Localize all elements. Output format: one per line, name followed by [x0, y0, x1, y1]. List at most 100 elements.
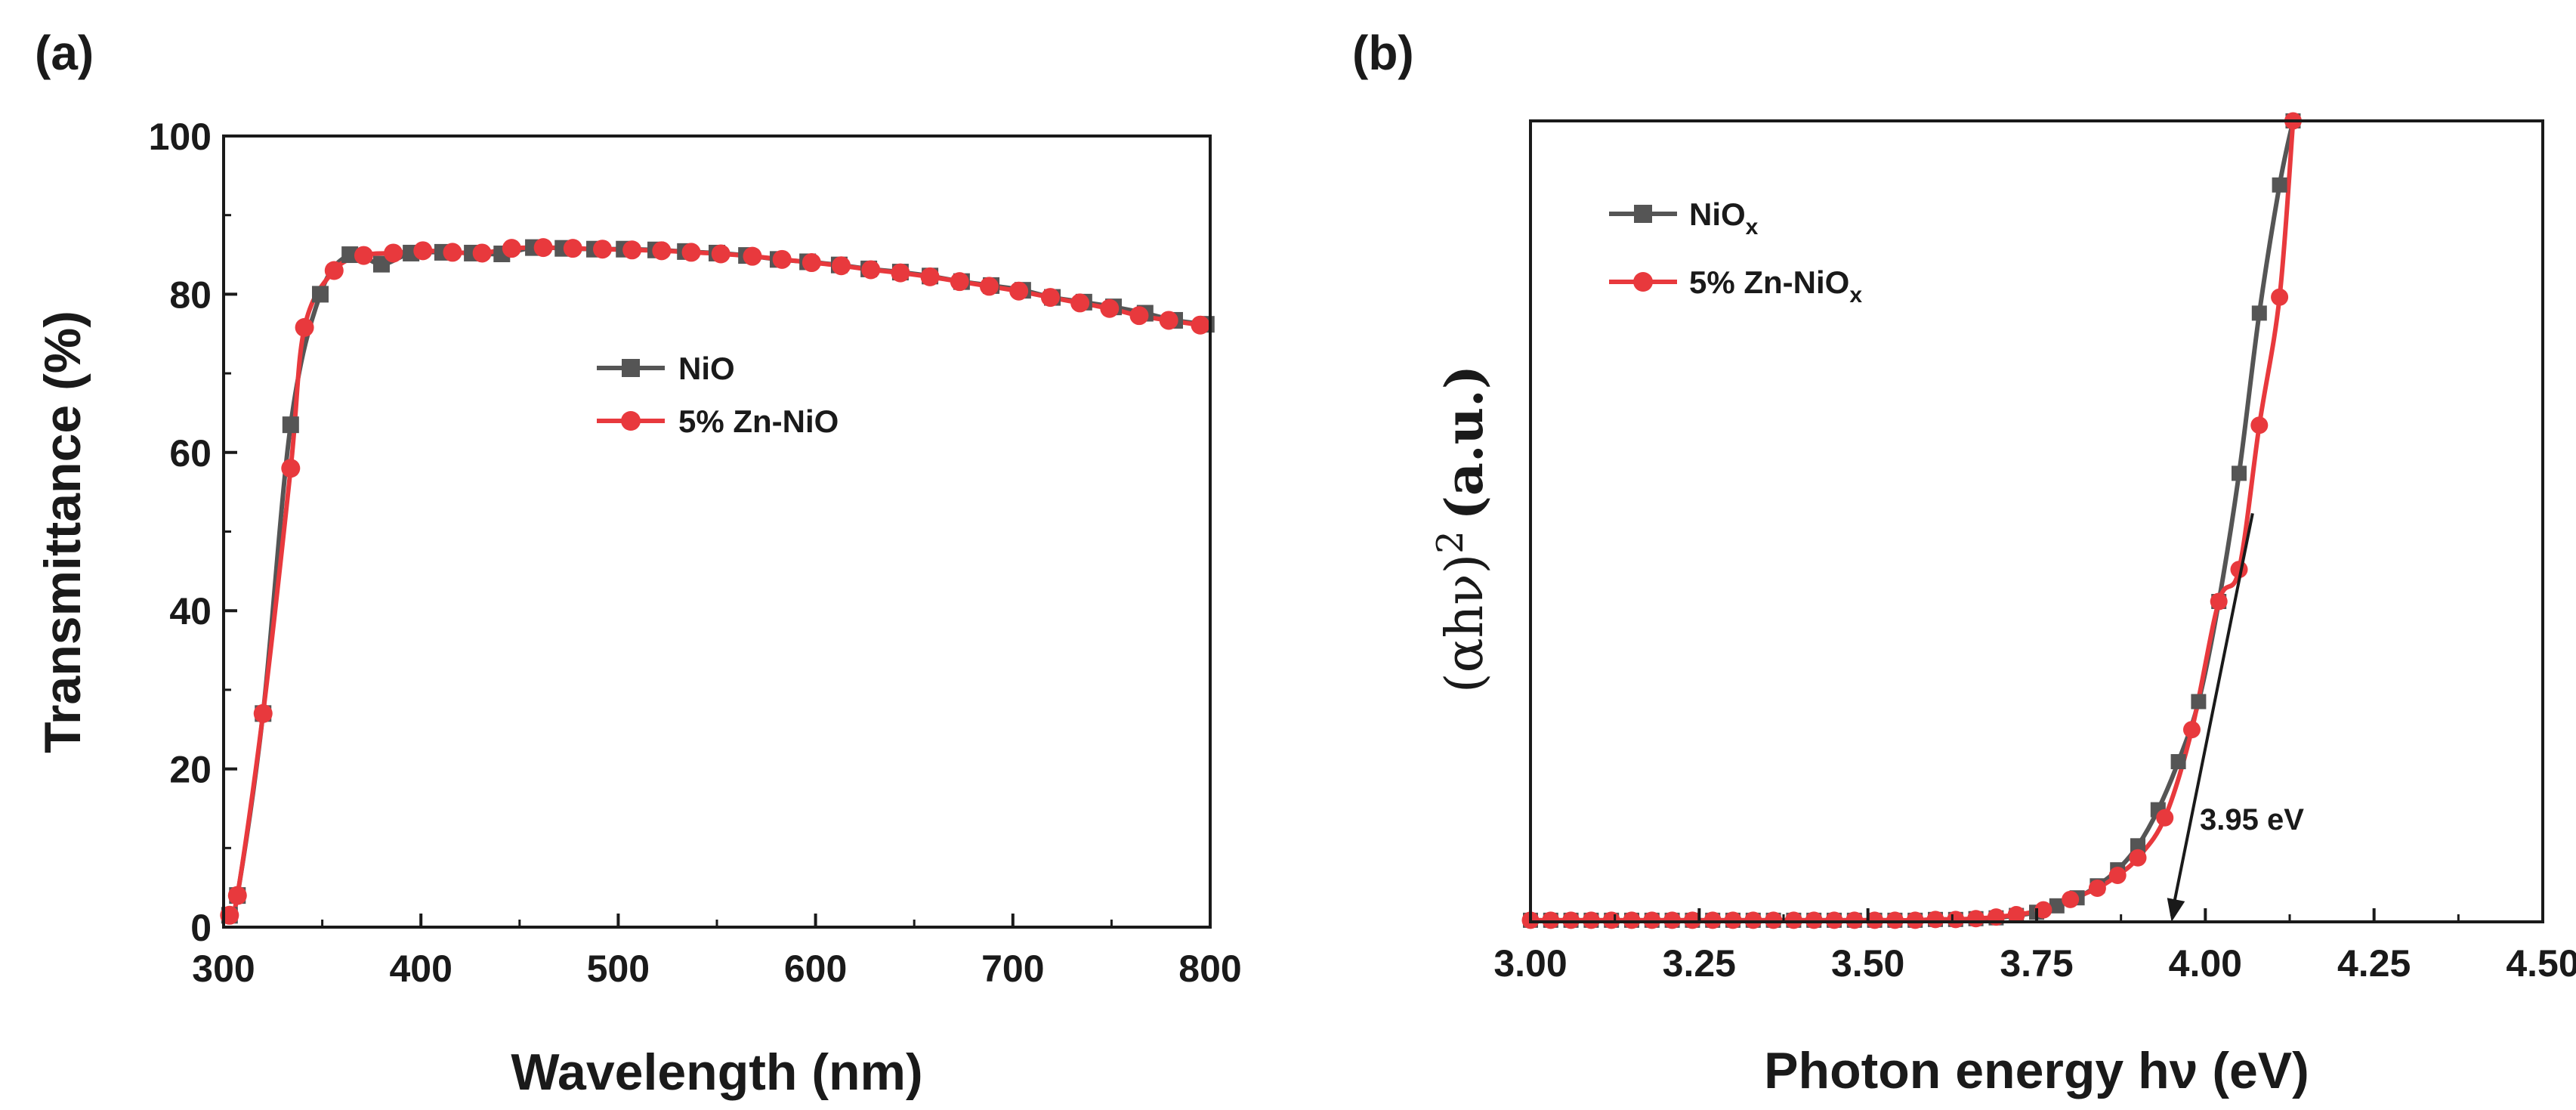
panel-b-legend-item-zn-niox: 5% Zn-NiOx [1609, 264, 1862, 308]
panel-a-point-s1-4 [295, 317, 314, 337]
panel-b-point-s1-27 [2088, 879, 2106, 897]
panel-a-point-s1-11 [502, 239, 521, 258]
panel-b-point-s1-19 [1906, 911, 1924, 929]
panel-a-x-tick-label-3: 600 [784, 948, 847, 990]
panel-a-y-tick-label-4: 80 [169, 274, 212, 316]
panel-a-y-tick-label-2: 40 [169, 590, 212, 632]
panel-b-legend: NiOx 5% Zn-NiOx [1609, 196, 1862, 308]
panel-b-point-s1-21 [1947, 911, 1965, 929]
panel-a-y-tick-label-0: 0 [190, 907, 212, 949]
panel-a-y-axis-title: Transmittance (%) [34, 311, 91, 753]
panel-a-point-s1-16 [652, 241, 672, 261]
panel-a-point-s1-8 [413, 241, 433, 261]
panel-a-point-s1-23 [861, 260, 881, 280]
panel-a-point-s1-9 [443, 243, 462, 262]
panel-a-point-s1-18 [711, 244, 730, 264]
panel-b-point-s1-9 [1703, 911, 1722, 929]
panel-b-legend-niox-sub: x [1746, 215, 1759, 240]
svg-text:NiOx: NiOx [1689, 196, 1759, 240]
panel-a-point-s1-6 [354, 246, 373, 265]
panel-b-point-s1-13 [1784, 911, 1802, 929]
panel-b-x-tick-label-3: 3.75 [2000, 942, 2073, 985]
panel-a-point-s1-19 [743, 246, 762, 266]
panel-b-point-s0-26 [2049, 898, 2065, 914]
panel-a-x-tick-label-1: 400 [389, 948, 452, 990]
panel-b-legend-zn-niox-base: 5% Zn-NiO [1689, 264, 1849, 300]
panel-b-tangent-line [2170, 513, 2254, 917]
panel-a-point-s1-5 [324, 261, 344, 280]
panel-a-legend-item-nio: NiO [597, 351, 735, 386]
panel-a-point-s1-3 [281, 459, 301, 478]
panel-b-point-s1-29 [2129, 849, 2147, 867]
panel-a-x-axis-title: Wavelength (nm) [511, 1044, 922, 1101]
panel-b-point-s0-33 [2191, 694, 2207, 710]
panel-a-x-tick-label-5: 800 [1178, 948, 1241, 990]
panel-b-point-s1-7 [1663, 911, 1682, 929]
panel-a-legend-item-zn-nio: 5% Zn-NiO [597, 403, 839, 439]
panel-a-point-s1-31 [1100, 298, 1120, 318]
panel-b-arrowhead [2167, 898, 2185, 922]
panel-b: (b) 3.00 3.25 3.50 3.75 4.00 4.25 4.50 Photon … [1352, 26, 2576, 1099]
panel-a-point-s1-26 [950, 272, 969, 292]
panel-b-x-tick-label-5: 4.25 [2337, 942, 2411, 985]
panel-a-point-s1-21 [802, 253, 821, 273]
panel-b-point-s1-34 [2250, 416, 2269, 434]
panel-a-point-s1-29 [1040, 288, 1060, 308]
panel-b-point-s0-30 [2130, 838, 2145, 854]
panel-b-point-s1-17 [1866, 911, 1884, 929]
panel-b-point-s0-37 [2272, 177, 2287, 193]
panel-a-point-s1-2 [253, 703, 273, 723]
panel-b-x-axis-title: Photon energy hν (eV) [1764, 1042, 2309, 1099]
panel-b-y-title-unit: (a.u.) [1435, 365, 1495, 520]
panel-b-x-tick-label-1: 3.25 [1663, 942, 1736, 985]
panel-a-x-tick-label-0: 300 [192, 948, 255, 990]
panel-b-point-s1-28 [2108, 867, 2127, 885]
panel-a-label: (a) [35, 26, 94, 80]
panel-a: (a) 300 400 500 600 700 800 0 20 40 60 80 100 Wavel… [34, 26, 1242, 1101]
panel-b-point-s0-35 [2232, 465, 2247, 481]
panel-b-point-s1-24 [2007, 905, 2025, 923]
panel-b-legend-niox-base: NiO [1689, 196, 1746, 232]
panel-a-point-s0-5 [341, 246, 359, 264]
svg-text:(αhν)2(a.u.): (αhν)2 (a.u.) [1429, 365, 1495, 693]
panel-b-point-s1-32 [2210, 592, 2228, 611]
panel-b-point-s1-20 [1926, 911, 1944, 929]
panel-b-legend-item-niox: NiOx [1609, 196, 1759, 240]
panel-a-x-tick-label-2: 500 [587, 948, 650, 990]
panel-a-x-tick-label-4: 700 [981, 948, 1044, 990]
panel-a-point-s1-22 [832, 256, 851, 276]
panel-b-point-s1-31 [2182, 721, 2201, 739]
panel-a-point-s1-20 [772, 249, 792, 269]
panel-b-point-s1-25 [2034, 901, 2052, 919]
panel-b-y-title-sup: 2 [1429, 530, 1472, 554]
panel-b-point-s1-4 [1602, 911, 1620, 929]
panel-a-series-line-0 [227, 245, 1207, 920]
panel-a-point-s1-1 [227, 886, 247, 905]
panel-a-point-s1-24 [891, 263, 910, 283]
panel-b-point-s1-11 [1744, 911, 1762, 929]
panel-b-point-s1-12 [1765, 911, 1783, 929]
panel-a-point-s1-34 [1191, 315, 1210, 335]
panel-a-point-s1-15 [622, 240, 642, 260]
panel-a-legend-nio-label: NiO [678, 351, 735, 386]
panel-a-point-s1-13 [563, 239, 582, 258]
panel-a-legend-zn-nio-label: 5% Zn-NiO [678, 403, 839, 439]
panel-a-y-tick-label-5: 100 [149, 116, 212, 158]
panel-a-point-s1-25 [920, 267, 940, 286]
panel-a-legend: NiO 5% Zn-NiO [597, 351, 839, 439]
panel-a-point-s0-6 [372, 255, 390, 273]
panel-b-point-s1-30 [2156, 809, 2174, 827]
panel-a-series-line-1 [227, 245, 1201, 920]
panel-b-point-s1-26 [2062, 890, 2080, 908]
panel-b-point-s1-2 [1562, 911, 1580, 929]
panel-b-point-s1-16 [1846, 911, 1864, 929]
panel-a-point-s1-17 [681, 243, 701, 262]
panel-a-point-s0-3 [282, 416, 299, 434]
panel-b-point-s1-1 [1542, 911, 1560, 929]
panel-a-y-tick-label-3: 60 [169, 432, 212, 475]
panel-b-point-s1-15 [1825, 911, 1843, 929]
svg-text:5% Zn-NiOx: 5% Zn-NiOx [1689, 264, 1862, 308]
panel-b-legend-zn-niox-sub: x [1849, 283, 1862, 308]
panel-a-point-s0-4 [311, 286, 329, 303]
